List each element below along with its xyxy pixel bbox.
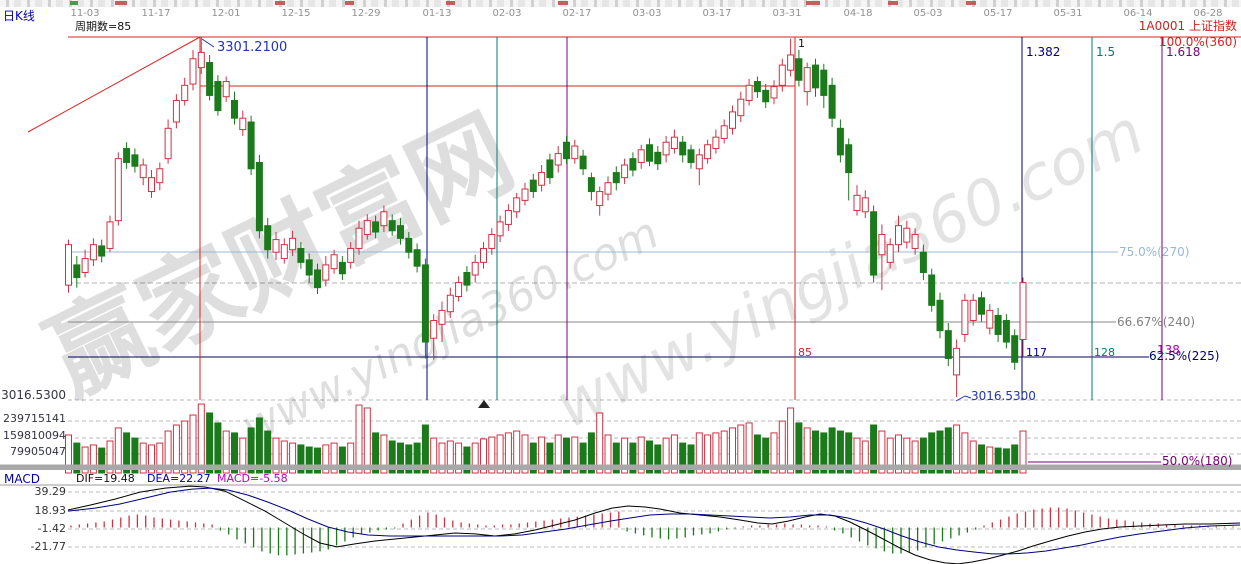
date-axis-label: 11-03 [70,8,100,19]
toolbar-icon-fragment[interactable] [966,1,976,5]
volume-axis-label: 79905047 [10,445,66,458]
toolbar-icon-fragment[interactable] [345,1,354,5]
macd-dea-value: DEA=22.27 [147,472,211,485]
gridlines [0,282,1241,548]
toolbar-icon-fragment[interactable] [115,1,127,5]
peak-price-label: 3301.2100 [217,40,288,55]
toolbar-icon-fragment[interactable] [70,1,78,5]
toolbar-icon-fragment[interactable] [446,1,455,5]
date-axis-label: 05-03 [913,8,943,19]
date-axis-label: 03-31 [772,8,802,19]
low-price-label-right: 3016.5300 [971,389,1036,403]
macd-dif-value: DIF=19.48 [76,472,135,485]
date-axis-label: 03-03 [632,8,662,19]
date-axis-label: 12-01 [211,8,241,19]
macd-axis-label: -1.42 [37,522,66,535]
toolbar-icons-cropped[interactable] [0,0,1241,8]
gann-level-label: 66.67%(240) [1117,315,1196,329]
fib-ratio-1382: 1.382 [1026,45,1061,59]
toolbar-icon-fragment[interactable] [806,1,820,5]
date-axis-label: 05-17 [983,8,1013,19]
macd-pane-title: MACD [4,472,40,486]
date-axis-label: 02-17 [562,8,592,19]
candlestick-series [65,37,1027,398]
gann-count-128: 128 [1094,346,1115,359]
period-count-label: 周期数=85 [75,20,132,33]
date-axis-label: 12-15 [281,8,311,19]
date-axis-label: 12-29 [351,8,381,19]
fib-ratio-15: 1.5 [1096,45,1116,59]
gann-count-117: 117 [1026,346,1047,359]
gann-level-label: 100.0%(360) [1159,35,1238,49]
date-axis-label: 05-31 [1053,8,1083,19]
volume-axis-label: 159810094 [3,429,66,442]
gann-level-label: 50.0%(180) [1162,454,1233,468]
triangle-marker [478,400,490,408]
gann-count-85: 85 [798,346,812,359]
macd-dif-line [67,485,1241,564]
date-axis-label: 11-17 [141,8,171,19]
date-axis-label: 06-14 [1123,8,1153,19]
volume-series [65,403,1027,474]
toolbar-icon-fragment[interactable] [558,1,568,5]
macd-axis-label: 39.29 [34,485,67,498]
gann-level-label: 75.0%(270) [1119,245,1190,259]
date-axis-label: 06-28 [1193,8,1223,19]
date-axis-label: 01-13 [422,8,452,19]
macd-dea-line [67,487,1241,555]
date-axis-label: 02-03 [492,8,522,19]
symbol-title: 1A0001 上证指数 [1138,19,1237,33]
gann-level-label: 62.5%(225) [1149,349,1220,363]
gann-count-1: 1 [798,37,805,50]
macd-series [67,485,1241,564]
date-axis-label: 04-18 [843,8,873,19]
volume-axis-label: 239715141 [3,412,66,425]
low-price-label-left: 3016.5300 [1,388,66,402]
toolbar-icon-fragment[interactable] [275,1,285,5]
macd-macd-value: MACD=-5.58 [217,472,288,485]
macd-axis-label: 18.93 [34,504,67,517]
pane-separator-scrollbar[interactable] [0,464,1241,471]
gann-count-138: 138 [1157,343,1180,357]
macd-axis-label: -21.77 [30,540,66,553]
toolbar-icon-fragment[interactable] [888,1,898,5]
date-axis-label: 03-17 [702,8,732,19]
chart-type-label: 日K线 [3,9,35,23]
fib-ratio-1618: 1.618 [1166,45,1201,59]
